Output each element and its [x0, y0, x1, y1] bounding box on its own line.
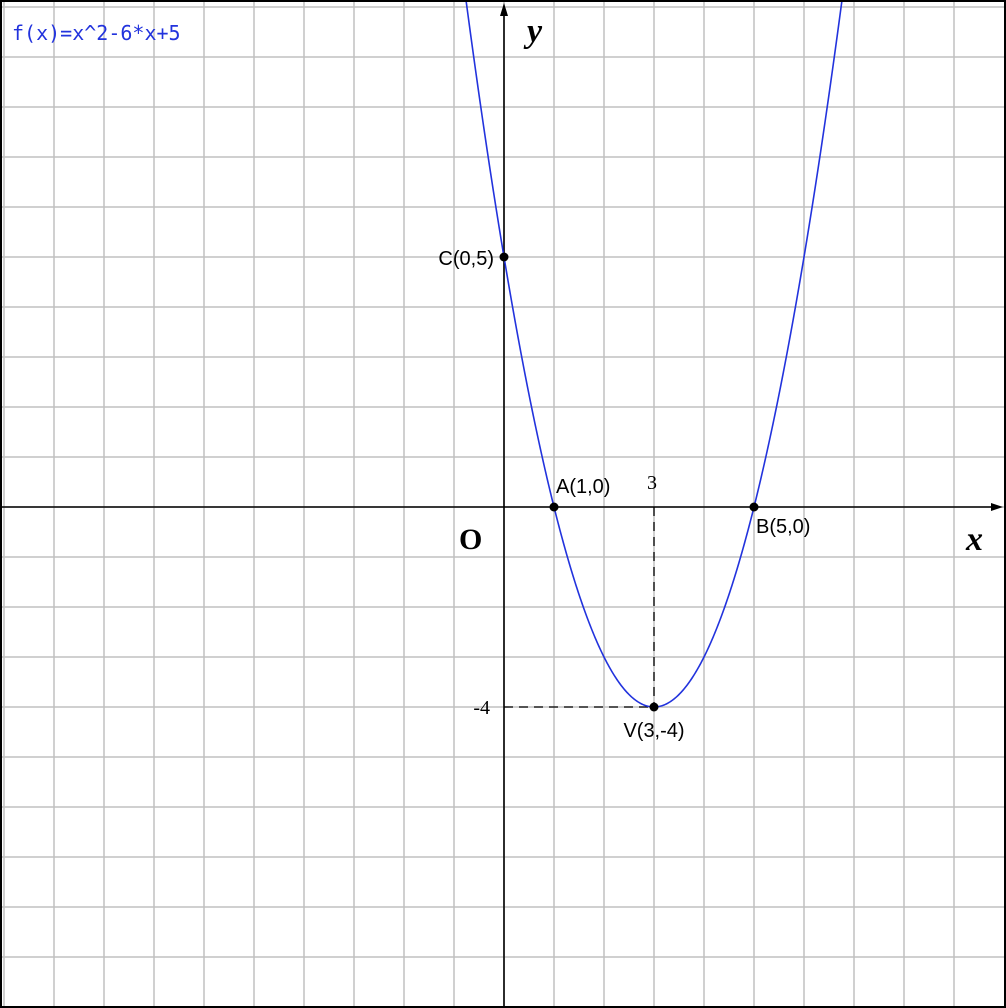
point-label: A(1,0) [556, 476, 610, 498]
axes [2, 3, 1003, 1006]
x-axis-arrow [991, 503, 1003, 511]
formula-label: f(x)=x^2-6*x+5 [12, 21, 181, 45]
y-axis-arrow [500, 3, 508, 16]
point-label: V(3,-4) [623, 720, 684, 742]
point-marker [649, 702, 659, 712]
point-marker [499, 252, 509, 262]
point-label: C(0,5) [438, 248, 494, 270]
tick-label: 3 [647, 472, 657, 494]
point-marker [749, 502, 759, 512]
point-label: B(5,0) [756, 516, 810, 538]
labeled-points: C(0,5) A(1,0) B(5,0) V(3,-4) [438, 248, 810, 742]
origin-label: O [459, 523, 482, 556]
dashed-guides [504, 507, 655, 708]
tick-labels: 3 -4 [473, 472, 657, 719]
tick-label: -4 [473, 697, 490, 719]
point-marker [549, 502, 559, 512]
x-axis-label: x [965, 521, 983, 558]
y-axis-label: y [523, 13, 543, 50]
